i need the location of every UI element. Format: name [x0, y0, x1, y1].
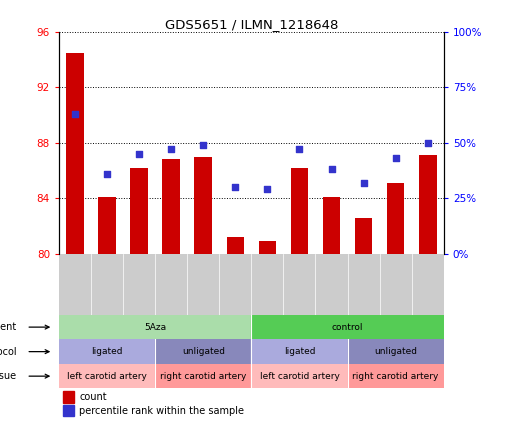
Text: agent: agent	[0, 322, 17, 332]
Bar	[59, 364, 155, 388]
Bar	[348, 339, 444, 364]
Point	[231, 184, 240, 190]
Bar	[155, 364, 251, 388]
Text: tissue: tissue	[0, 371, 17, 381]
Bar	[163, 159, 180, 253]
Bar	[130, 168, 148, 253]
Bar	[251, 339, 348, 364]
Text: 5Aza: 5Aza	[144, 323, 166, 332]
Point	[167, 146, 175, 153]
Bar	[251, 364, 348, 388]
Title: GDS5651 / ILMN_1218648: GDS5651 / ILMN_1218648	[165, 18, 338, 30]
Bar	[66, 52, 84, 253]
Text: unligated: unligated	[182, 347, 225, 356]
Text: percentile rank within the sample: percentile rank within the sample	[79, 406, 244, 415]
Text: ligated: ligated	[91, 347, 123, 356]
Bar	[259, 241, 276, 253]
Point	[263, 186, 271, 192]
Point	[199, 141, 207, 148]
Point	[135, 150, 143, 157]
Text: count: count	[79, 392, 107, 402]
Bar	[63, 391, 74, 403]
Point	[295, 146, 304, 153]
Bar	[291, 168, 308, 253]
Text: ligated: ligated	[284, 347, 315, 356]
Bar	[251, 315, 444, 339]
Bar	[387, 183, 404, 253]
Bar	[63, 405, 74, 416]
Text: left carotid artery: left carotid artery	[67, 372, 147, 381]
Point	[71, 110, 79, 117]
Bar	[355, 217, 372, 253]
Point	[391, 155, 400, 162]
Bar	[348, 364, 444, 388]
Point	[327, 166, 336, 173]
Bar	[227, 237, 244, 253]
Point	[424, 139, 432, 146]
Point	[103, 170, 111, 177]
Text: control: control	[332, 323, 363, 332]
Bar	[323, 197, 340, 253]
Bar	[98, 197, 116, 253]
Bar	[419, 155, 437, 253]
Text: unligated: unligated	[374, 347, 417, 356]
Bar	[59, 315, 251, 339]
Text: protocol: protocol	[0, 346, 17, 357]
Bar	[59, 339, 155, 364]
Bar	[155, 339, 251, 364]
Text: left carotid artery: left carotid artery	[260, 372, 340, 381]
Point	[360, 179, 368, 186]
Bar	[194, 157, 212, 253]
Text: right carotid artery: right carotid artery	[352, 372, 439, 381]
Text: right carotid artery: right carotid artery	[160, 372, 246, 381]
